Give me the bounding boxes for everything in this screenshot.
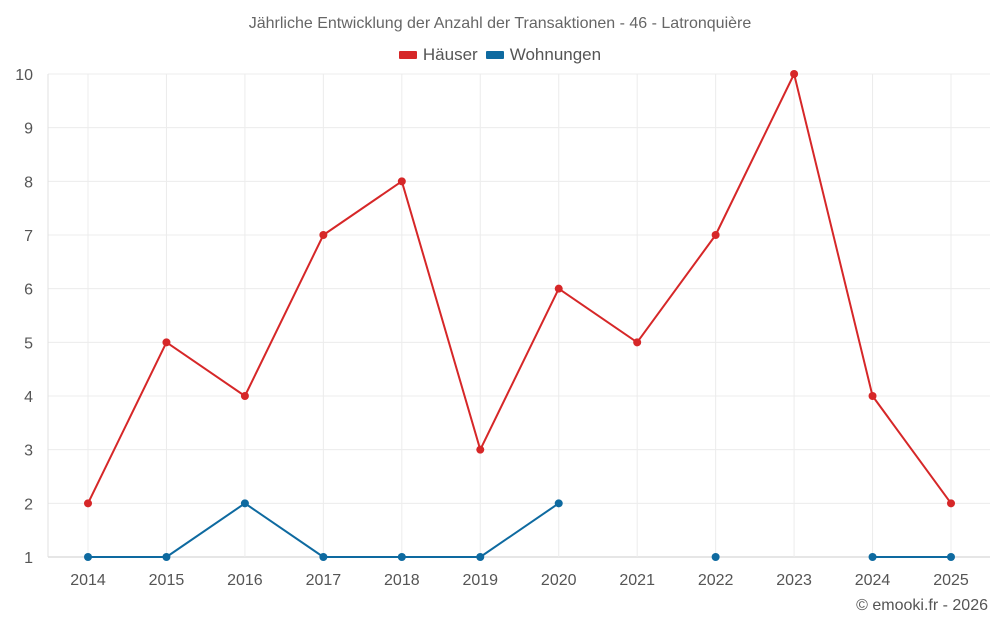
legend-item-haeuser[interactable]: Häuser bbox=[398, 45, 478, 65]
data-point bbox=[397, 553, 406, 561]
y-tick-label: 10 bbox=[15, 67, 33, 84]
data-point bbox=[554, 284, 563, 293]
data-point bbox=[397, 177, 406, 186]
data-point bbox=[868, 392, 877, 400]
chart-title: Jährliche Entwicklung der Anzahl der Tra… bbox=[248, 15, 752, 32]
legend-item-wohnungen[interactable]: Wohnungen bbox=[485, 45, 602, 65]
legend-swatch-wohnungen bbox=[485, 51, 504, 59]
legend-label-haeuser: Häuser bbox=[422, 45, 478, 64]
y-tick-label: 8 bbox=[24, 174, 33, 191]
data-point bbox=[868, 553, 877, 561]
data-point bbox=[84, 553, 92, 561]
x-tick-label: 2018 bbox=[384, 572, 420, 589]
data-point bbox=[790, 70, 799, 78]
x-tick-label: 2020 bbox=[541, 572, 577, 589]
y-tick-label: 7 bbox=[24, 228, 33, 245]
x-tick-label: 2023 bbox=[776, 572, 812, 589]
data-point bbox=[947, 553, 955, 561]
y-tick-label: 2 bbox=[24, 496, 33, 513]
y-tick-label: 3 bbox=[24, 443, 33, 460]
x-tick-label: 2025 bbox=[933, 572, 969, 589]
legend-label-wohnungen: Wohnungen bbox=[509, 45, 602, 64]
y-tick-label: 1 bbox=[24, 550, 33, 567]
y-tick-label: 4 bbox=[24, 389, 33, 406]
y-tick-label: 5 bbox=[24, 335, 33, 352]
data-point bbox=[711, 231, 720, 239]
data-point bbox=[84, 499, 92, 508]
data-point bbox=[240, 499, 249, 508]
x-tick-label: 2022 bbox=[698, 572, 734, 589]
data-point bbox=[319, 231, 328, 239]
footer-credit: © emooki.fr - 2026 bbox=[856, 597, 988, 614]
x-tick-label: 2016 bbox=[227, 572, 263, 589]
data-point bbox=[319, 553, 328, 561]
y-tick-label: 9 bbox=[24, 121, 33, 138]
x-tick-label: 2017 bbox=[306, 572, 342, 589]
series-line-0 bbox=[87, 73, 952, 504]
data-point bbox=[947, 499, 955, 508]
x-tick-label: 2014 bbox=[70, 572, 106, 589]
data-point bbox=[711, 553, 720, 561]
y-tick-label: 6 bbox=[24, 282, 33, 299]
data-point bbox=[162, 553, 171, 561]
data-point bbox=[162, 338, 171, 347]
x-tick-label: 2015 bbox=[149, 572, 185, 589]
x-tick-label: 2019 bbox=[462, 572, 498, 589]
legend: Häuser Wohnungen bbox=[0, 45, 1000, 65]
x-tick-label: 2021 bbox=[619, 572, 655, 589]
data-point bbox=[476, 553, 485, 561]
data-point bbox=[476, 445, 485, 454]
data-point bbox=[240, 392, 249, 400]
legend-swatch-haeuser bbox=[398, 51, 417, 59]
x-tick-label: 2024 bbox=[855, 572, 891, 589]
data-point bbox=[554, 499, 563, 508]
data-point bbox=[633, 338, 642, 347]
